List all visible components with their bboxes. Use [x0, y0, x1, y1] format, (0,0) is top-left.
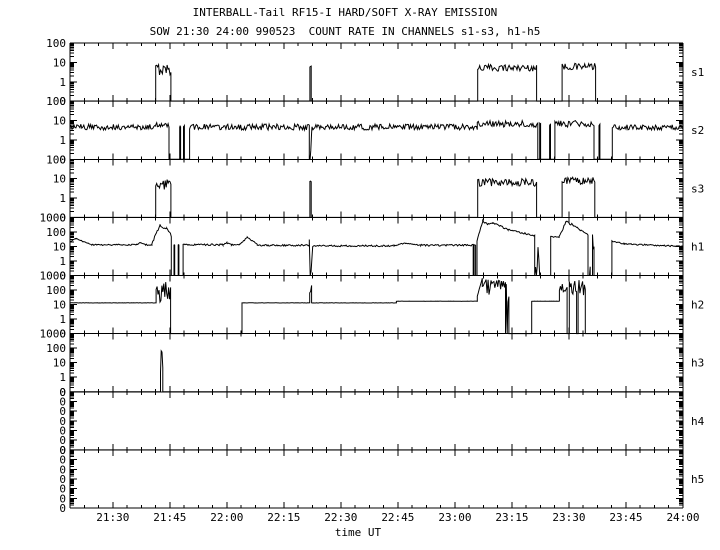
y-tick-label: 1 — [59, 192, 66, 205]
y-tick-label: 0 — [59, 95, 66, 108]
channel-label-h3: h3 — [691, 357, 704, 370]
y-tick-label: 0 — [59, 463, 66, 476]
channel-label-s1: s1 — [691, 66, 704, 79]
channel-label-h2: h2 — [691, 299, 704, 312]
trace-h1 — [69, 218, 684, 276]
y-tick-label: 0 — [59, 405, 66, 418]
y-tick-label: 0 — [59, 153, 66, 166]
y-tick-label: 1 — [59, 255, 66, 268]
y-tick-label: 0 — [59, 415, 66, 428]
y-tick-label: 10 — [53, 115, 66, 128]
y-tick-label: 100 — [46, 95, 66, 108]
y-tick-label: 1 — [59, 76, 66, 89]
y-tick-label: 0 — [59, 444, 66, 457]
channel-label-h1: h1 — [691, 240, 704, 253]
x-tick-label: 21:45 — [153, 511, 186, 524]
y-tick-label: 100 — [46, 37, 66, 50]
chart-title: INTERBALL-Tail RF15-I HARD/SOFT X-RAY EM… — [192, 6, 498, 19]
y-tick-label: 0 — [59, 211, 66, 224]
x-tick-label: 23:30 — [552, 511, 585, 524]
x-tick-label: 23:45 — [609, 511, 642, 524]
y-tick-label: 10 — [53, 299, 66, 312]
x-tick-label: 22:00 — [210, 511, 243, 524]
y-tick-label: 1 — [59, 371, 66, 384]
x-tick-label: 23:00 — [438, 511, 471, 524]
x-tick-label: 22:45 — [381, 511, 414, 524]
y-tick-label: 0 — [59, 502, 66, 515]
y-tick-label: 0 — [59, 483, 66, 496]
x-tick-label: 22:30 — [324, 511, 357, 524]
trace-s1 — [70, 62, 683, 102]
y-tick-label: 0 — [59, 386, 66, 399]
y-tick-label: 0 — [59, 395, 66, 408]
trace-h2 — [69, 278, 683, 335]
y-tick-label: 100 — [46, 342, 66, 355]
channel-label-h4: h4 — [691, 415, 705, 428]
x-tick-label: 24:00 — [666, 511, 699, 524]
chart-subtitle: SOW 21:30 24:00 990523 COUNT RATE IN CHA… — [149, 25, 541, 38]
trace-s2 — [69, 118, 684, 160]
y-tick-label: 0 — [59, 434, 66, 447]
x-tick-label: 21:30 — [96, 511, 129, 524]
channel-label-s3: s3 — [691, 182, 704, 195]
y-tick-label: 1000 — [40, 211, 67, 224]
y-tick-label: 0 — [59, 492, 66, 505]
y-tick-label: 10 — [53, 357, 66, 370]
y-tick-label: 0 — [59, 386, 66, 399]
y-tick-label: 100 — [46, 284, 66, 297]
y-tick-label: 0 — [59, 454, 66, 467]
y-tick-label: 10 — [53, 173, 66, 186]
x-tick-label: 23:15 — [495, 511, 528, 524]
y-tick-label: 1 — [59, 134, 66, 147]
x-tick-label: 22:15 — [267, 511, 300, 524]
trace-s3 — [70, 176, 683, 218]
y-tick-label: 0 — [59, 444, 66, 457]
y-tick-label: 1 — [59, 313, 66, 326]
y-tick-label: 10 — [53, 240, 66, 253]
y-tick-label: 100 — [46, 226, 66, 239]
trace-h3 — [70, 349, 683, 393]
y-tick-label: 0 — [59, 473, 66, 486]
y-tick-label: 0 — [59, 328, 66, 341]
channel-label-s2: s2 — [691, 124, 704, 137]
y-tick-label: 0 — [59, 270, 66, 283]
channel-label-h5: h5 — [691, 473, 704, 486]
y-tick-label: 1000 — [40, 328, 67, 341]
y-tick-label: 1000 — [40, 270, 67, 283]
y-tick-label: 100 — [46, 153, 66, 166]
x-axis-label: time UT — [334, 526, 382, 539]
y-tick-label: 10 — [53, 56, 66, 69]
y-tick-label: 0 — [59, 425, 66, 438]
